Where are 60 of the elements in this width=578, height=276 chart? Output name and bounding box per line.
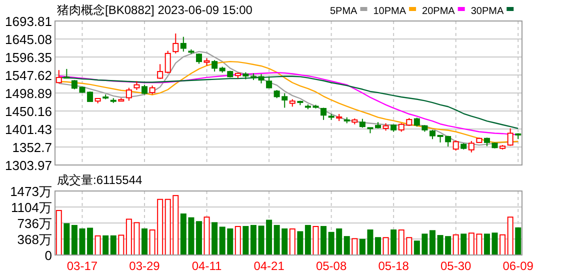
legend-label: 5PMA — [330, 6, 358, 17]
y-tick-label: 368万 — [17, 232, 52, 248]
y-tick-label: 1352.7 — [12, 140, 52, 155]
chart-title: 成交量:6115544 — [57, 173, 142, 187]
bar — [304, 224, 311, 256]
bar — [94, 235, 101, 256]
y-tick-label: 1498.89 — [5, 86, 52, 101]
bar — [289, 228, 296, 256]
bar — [507, 216, 514, 256]
bar — [56, 210, 62, 256]
x-tick-label: 05-18 — [378, 259, 410, 273]
y-tick-label: 1596.35 — [5, 50, 52, 65]
bar — [429, 230, 436, 256]
bar — [110, 235, 116, 256]
bar — [297, 231, 304, 256]
x-tick-label: 06-09 — [502, 259, 534, 273]
bar — [212, 222, 218, 256]
bar — [452, 234, 459, 256]
legend-label: 30PMA — [470, 6, 504, 17]
x-tick-label: 03-29 — [129, 259, 160, 273]
bar — [492, 232, 498, 256]
bar — [64, 223, 70, 256]
y-tick-label: 1303.97 — [5, 158, 52, 173]
bar — [320, 226, 327, 256]
y-tick-label: 1473万 — [10, 184, 52, 199]
bar — [390, 229, 397, 256]
y-tick-label: 736万 — [17, 216, 52, 232]
bar — [484, 234, 490, 256]
y-tick-label: 1693.81 — [5, 14, 52, 29]
bar — [102, 235, 109, 256]
x-tick-label: 05-08 — [316, 259, 347, 273]
bar — [87, 228, 94, 256]
bar — [500, 234, 506, 256]
y-tick-label: 0 — [44, 248, 52, 263]
y-tick-label: 1645.08 — [5, 32, 52, 47]
x-tick-label: 03-17 — [66, 259, 98, 273]
x-tick-label: 04-21 — [254, 259, 285, 273]
bar — [118, 234, 124, 256]
bar — [196, 221, 202, 256]
bar — [312, 226, 319, 256]
bar — [242, 226, 249, 256]
chart-title: 猪肉概念[BK0882] 2023-06-09 15:00 — [57, 3, 253, 17]
x-tick-label: 04-11 — [192, 259, 222, 273]
legend-label: 10PMA — [373, 6, 406, 17]
y-tick-label: 1450.16 — [5, 104, 52, 119]
bar — [460, 234, 467, 256]
y-tick-label: 1401.43 — [5, 122, 52, 137]
bar — [375, 237, 382, 256]
bar — [382, 237, 389, 256]
bar — [250, 224, 256, 256]
y-tick-label: 1104万 — [11, 200, 52, 216]
bar — [234, 226, 241, 256]
bar — [515, 227, 522, 256]
bar — [204, 216, 210, 256]
legend-label: 20PMA — [422, 6, 456, 17]
bar — [142, 228, 148, 256]
x-tick-label: 05-30 — [440, 259, 472, 273]
bar — [344, 236, 350, 256]
y-tick-label: 1547.62 — [5, 68, 52, 83]
bar — [352, 238, 358, 256]
